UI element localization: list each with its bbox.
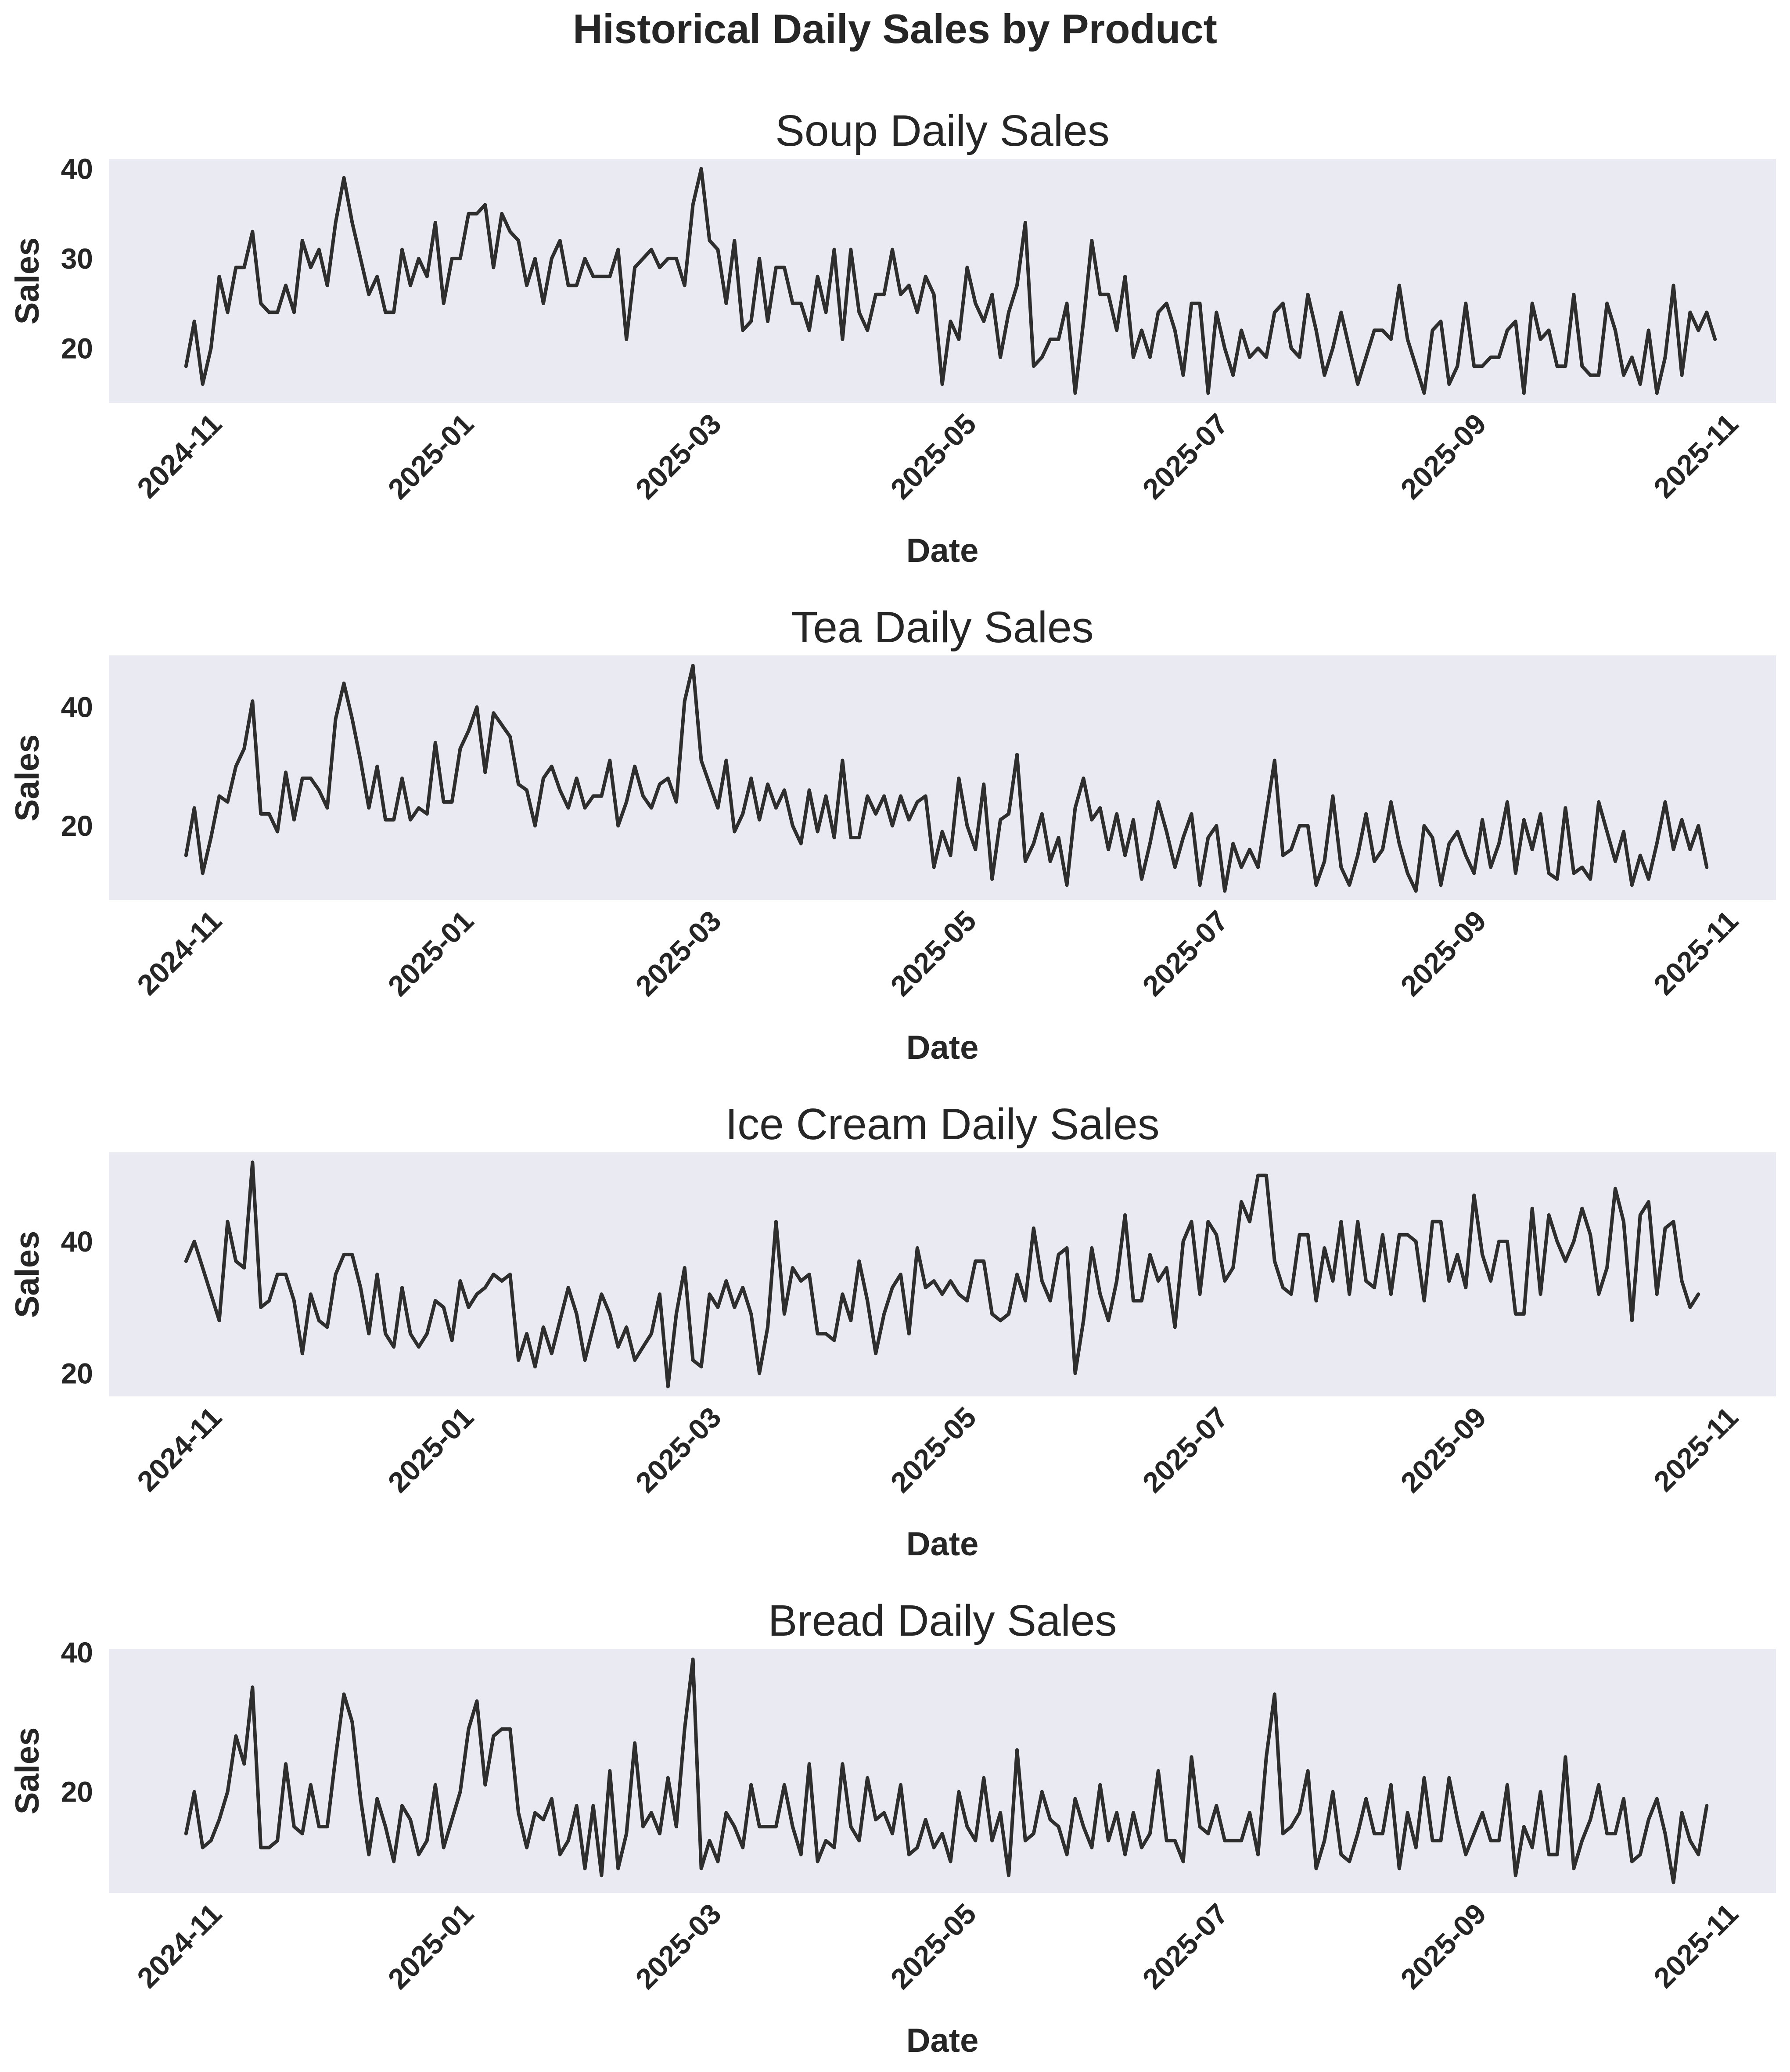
x-tick-label: 2025-11	[1647, 1897, 1744, 1994]
y-tick-label: 20	[61, 332, 93, 364]
x-tick-label: 2024-11	[131, 904, 228, 1001]
plot-area	[109, 159, 1776, 403]
x-tick-label: 2025-03	[629, 407, 727, 506]
x-tick-label: 2024-11	[131, 407, 228, 504]
x-tick-label: 2025-07	[1136, 407, 1234, 506]
x-axis-label: Date	[906, 1029, 979, 1066]
sales-line	[184, 1657, 1709, 1885]
y-tick-label: 40	[61, 1636, 93, 1669]
x-tick-label: 2025-03	[629, 1401, 727, 1499]
subplot-title: Soup Daily Sales	[775, 106, 1110, 155]
x-tick-label: 2025-05	[884, 904, 982, 1003]
x-axis-ticks: 2024-11 2025-01 2025-03 2025-05 2025-07 2025-…	[131, 1897, 1744, 1996]
y-axis-label: Sales	[9, 1727, 46, 1815]
x-axis-label: Date	[906, 1525, 979, 1563]
x-tick-label: 2025-01	[381, 1401, 480, 1499]
x-tick-label: 2025-09	[1394, 904, 1492, 1003]
x-tick-label: 2025-01	[381, 904, 480, 1003]
x-tick-label: 2025-07	[1136, 1401, 1234, 1499]
x-tick-label: 2025-05	[884, 407, 982, 506]
x-tick-label: 2025-09	[1394, 407, 1492, 506]
x-axis-ticks: 2024-11 2025-01 2025-03 2025-05 2025-07 2025-…	[131, 904, 1744, 1003]
x-tick-label: 2024-11	[131, 1401, 228, 1498]
x-tick-label: 2025-05	[884, 1401, 982, 1499]
y-tick-label: 40	[61, 1225, 93, 1258]
subplot-title: Bread Daily Sales	[768, 1596, 1117, 1645]
x-tick-label: 2025-07	[1136, 904, 1234, 1003]
sales-line	[184, 167, 1717, 395]
x-tick-label: 2025-05	[884, 1897, 982, 1996]
x-axis-ticks: 2024-11 2025-01 2025-03 2025-05 2025-07 2025-…	[131, 407, 1744, 506]
x-tick-label: 2025-11	[1647, 407, 1744, 504]
sales-line	[184, 664, 1709, 893]
y-tick-label: 20	[61, 1776, 93, 1808]
figure-title: Historical Daily Sales by Product	[573, 6, 1217, 52]
y-axis-label: Sales	[9, 1231, 46, 1318]
x-tick-label: 2025-03	[629, 904, 727, 1003]
y-tick-label: 40	[61, 691, 93, 723]
x-tick-label: 2025-07	[1136, 1897, 1234, 1996]
subplot-title: Tea Daily Sales	[791, 603, 1093, 652]
y-axis-ticks: 20 30 40	[61, 152, 93, 364]
y-tick-label: 20	[61, 809, 93, 842]
plot-area	[109, 1649, 1776, 1893]
plot-area	[109, 1152, 1776, 1396]
x-tick-label: 2025-09	[1394, 1897, 1492, 1996]
subplot-title: Ice Cream Daily Sales	[725, 1100, 1159, 1149]
x-tick-label: 2025-01	[381, 407, 480, 506]
x-tick-label: 2025-01	[381, 1897, 480, 1996]
y-tick-label: 20	[61, 1357, 93, 1389]
y-axis-label: Sales	[9, 237, 46, 325]
y-tick-label: 30	[61, 242, 93, 275]
x-tick-label: 2024-11	[131, 1897, 228, 1994]
x-axis-ticks: 2024-11 2025-01 2025-03 2025-05 2025-07 2025-…	[131, 1401, 1744, 1499]
x-tick-label: 2025-09	[1394, 1401, 1492, 1499]
x-axis-label: Date	[906, 532, 979, 569]
x-tick-label: 2025-11	[1647, 904, 1744, 1001]
plot-area	[109, 655, 1776, 900]
y-tick-label: 40	[61, 152, 93, 185]
x-axis-label: Date	[906, 2022, 979, 2059]
sales-line	[184, 1160, 1700, 1389]
y-axis-label: Sales	[9, 734, 46, 822]
x-tick-label: 2025-03	[629, 1897, 727, 1996]
x-tick-label: 2025-11	[1647, 1401, 1744, 1498]
